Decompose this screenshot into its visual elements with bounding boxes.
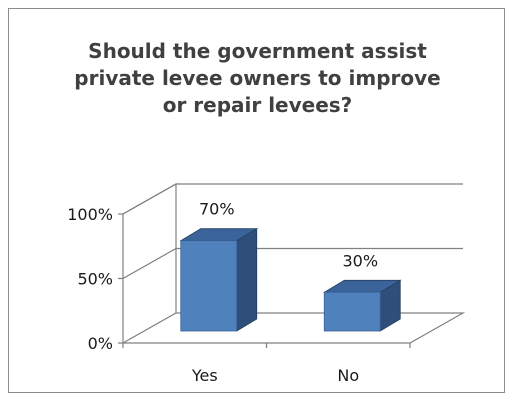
floor-outline	[120, 312, 466, 344]
data-label-no: 30%	[342, 251, 378, 270]
bar-side-yes	[236, 227, 258, 332]
chart-frame	[8, 8, 505, 393]
chart-title-line-2: private levee owners to improve	[74, 66, 441, 90]
chart-title: Should the government assist private lev…	[0, 38, 515, 119]
back-wall-left-edge	[122, 182, 177, 313]
gridline-1	[122, 247, 463, 280]
chart-title-line-3: or repair levees?	[162, 93, 353, 117]
y-tick-label-0: 0%	[88, 334, 113, 353]
bar-yes	[180, 240, 238, 332]
data-label-yes: 70%	[199, 200, 235, 219]
x-tick-label-yes: Yes	[191, 366, 218, 385]
chart-title-line-1: Should the government assist	[88, 39, 427, 63]
gridline-2	[122, 183, 463, 215]
x-tick-label-no: No	[337, 366, 359, 385]
y-tick-label-2: 100%	[67, 205, 113, 224]
y-tick-label-1: 50%	[77, 270, 113, 289]
bar-no	[323, 291, 381, 332]
